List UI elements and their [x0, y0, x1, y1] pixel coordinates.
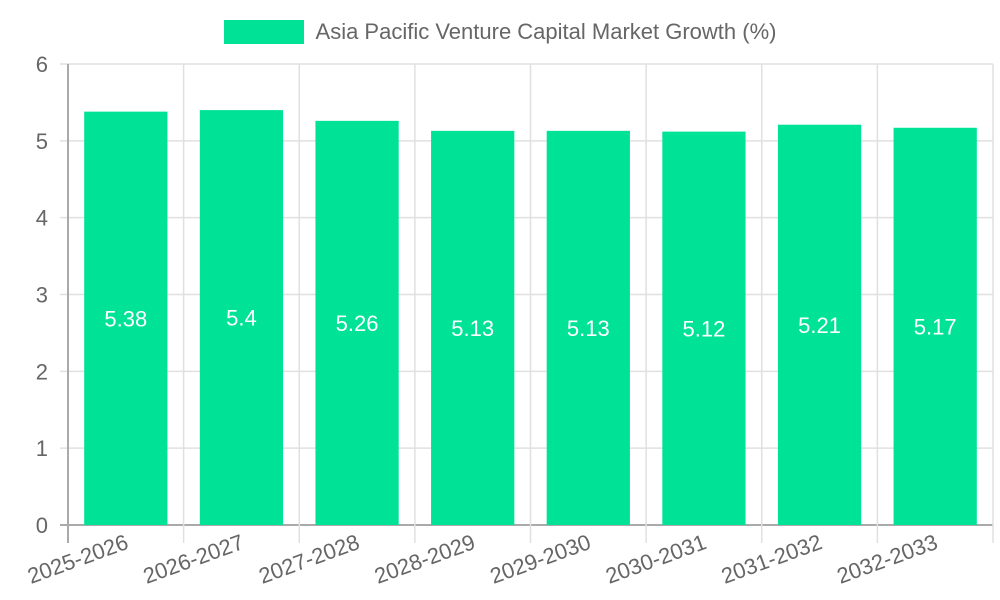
y-tick-label: 4	[36, 206, 48, 231]
bar-value-label: 5.38	[104, 306, 147, 331]
legend-label[interactable]: Asia Pacific Venture Capital Market Grow…	[315, 19, 777, 44]
bar[interactable]	[199, 110, 284, 525]
bar[interactable]	[893, 127, 977, 525]
x-tick-label: 2028-2029	[371, 529, 478, 588]
chart-legend: Asia Pacific Venture Capital Market Grow…	[0, 18, 1000, 46]
x-tick-label: 2032-2033	[833, 529, 940, 588]
bar-value-label: 5.13	[567, 316, 610, 341]
y-tick-label: 2	[36, 359, 48, 384]
bar-value-label: 5.13	[451, 316, 494, 341]
x-tick-label: 2026-2027	[140, 529, 247, 588]
bar[interactable]	[662, 131, 746, 525]
bar-value-label: 5.12	[683, 316, 726, 341]
bar[interactable]	[777, 124, 862, 525]
x-tick-label: 2027-2028	[255, 529, 362, 588]
bar[interactable]	[431, 130, 515, 525]
bar-value-label: 5.4	[226, 306, 257, 331]
x-tick-label: 2025-2026	[24, 529, 131, 588]
x-tick-label: 2029-2030	[487, 529, 594, 588]
y-tick-label: 3	[36, 283, 48, 308]
legend-swatch[interactable]	[223, 20, 304, 44]
bar-value-label: 5.17	[914, 314, 957, 339]
bar[interactable]	[315, 120, 399, 526]
x-tick-label: 2030-2031	[602, 529, 709, 588]
bar-value-label: 5.21	[798, 313, 841, 338]
y-tick-label: 0	[36, 513, 48, 538]
x-tick-label: 2031-2032	[718, 529, 825, 588]
bar[interactable]	[546, 130, 630, 525]
y-tick-label: 5	[36, 129, 48, 154]
bar-value-label: 5.26	[336, 311, 379, 336]
y-tick-label: 1	[36, 436, 48, 461]
y-tick-label: 6	[36, 52, 48, 77]
bar[interactable]	[84, 111, 168, 526]
